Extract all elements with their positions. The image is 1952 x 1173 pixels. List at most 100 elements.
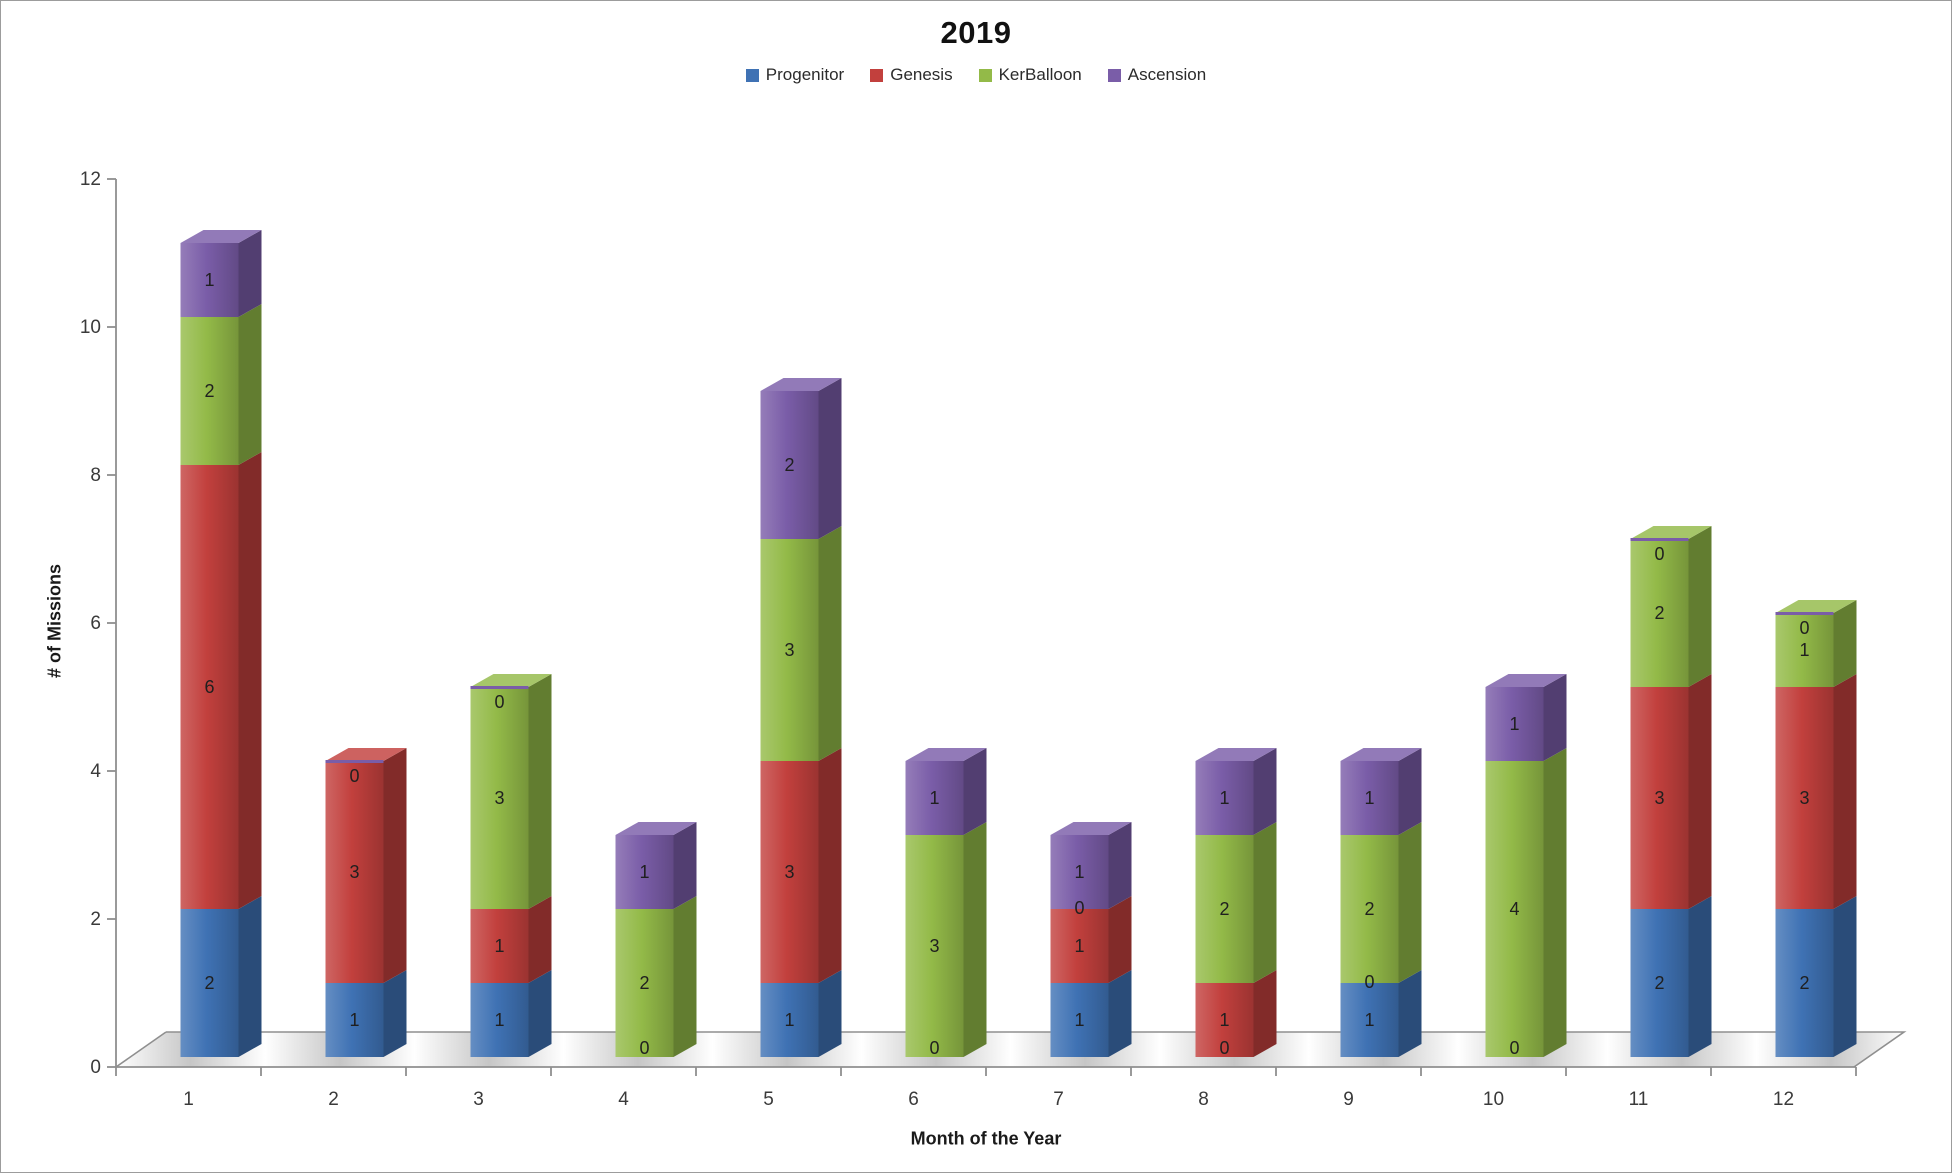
y-tick-label: 12 (80, 169, 101, 190)
bar-segment-genesis (1775, 687, 1834, 909)
data-label: 1 (1219, 788, 1229, 808)
bar-segment-kerballoon (1340, 835, 1399, 983)
bar-segment-side-genesis (383, 748, 407, 983)
bar-zero-sliver (1775, 612, 1834, 615)
bar-segment-genesis (180, 465, 239, 909)
bar-top-face (1195, 748, 1277, 761)
bar-top-face (1630, 526, 1712, 539)
bar-top-face (1050, 822, 1132, 835)
data-label: 1 (494, 936, 504, 956)
bar-segment-genesis (325, 761, 384, 983)
legend-swatch-icon (870, 68, 884, 82)
bar-segment-ascension (1195, 761, 1254, 835)
data-label: 2 (1654, 973, 1664, 993)
bar-month-8: 0 1 2 1 (1195, 748, 1277, 1058)
bar-month-5: 1 3 3 2 (760, 378, 842, 1057)
bar-segment-side-ascension (963, 748, 987, 835)
bar-segment-side-progenitor (1688, 896, 1712, 1057)
bar-segment-side-ascension (1398, 748, 1422, 835)
bar-month-1: 2 6 2 1 (180, 230, 262, 1057)
data-label: 1 (639, 862, 649, 882)
bar-segment-ascension (1050, 835, 1109, 909)
bar-month-2: 1 3 0 (325, 748, 407, 1057)
legend-item-genesis: Genesis (870, 65, 953, 85)
bar-segment-progenitor (470, 983, 529, 1057)
bar-top-face (470, 674, 552, 687)
bar-segment-side-kerballoon (673, 896, 697, 1057)
legend-swatch-icon (745, 68, 759, 82)
bar-segment-side-genesis (1833, 674, 1857, 909)
data-label: 1 (494, 1010, 504, 1030)
bar-segment-kerballoon (905, 835, 964, 1057)
bar-month-10: 0 4 1 (1485, 674, 1567, 1058)
bar-segment-side-kerballoon (1543, 748, 1567, 1057)
bar-segment-side-progenitor (1108, 970, 1132, 1057)
data-label-zero: 0 (1509, 1038, 1519, 1058)
data-label: 1 (1799, 640, 1809, 660)
legend-item-kerballoon: KerBalloon (978, 65, 1082, 85)
data-label: 1 (1364, 788, 1374, 808)
bar-month-11: 2 3 2 0 (1630, 526, 1712, 1057)
bar-segment-side-genesis (818, 748, 842, 983)
data-label: 6 (204, 677, 214, 697)
data-label: 3 (1654, 788, 1664, 808)
bar-segment-side-kerballoon (1398, 822, 1422, 983)
data-label-zero: 0 (1219, 1038, 1229, 1058)
bar-segment-side-ascension (238, 230, 262, 317)
data-label: 1 (1364, 1010, 1374, 1030)
floor-edge-left (115, 1031, 167, 1068)
bar-segment-ascension (905, 761, 964, 835)
y-tick-label: 4 (90, 761, 101, 782)
bar-zero-sliver (1630, 538, 1689, 541)
x-tick-label: 5 (763, 1089, 774, 1110)
data-label-zero: 0 (1364, 972, 1374, 992)
chart-title: 2019 (940, 15, 1012, 50)
data-label: 1 (784, 1010, 794, 1030)
bar-segment-side-progenitor (818, 970, 842, 1057)
data-label: 2 (204, 381, 214, 401)
data-label: 1 (1074, 1010, 1084, 1030)
data-label: 1 (1509, 714, 1519, 734)
data-label: 2 (639, 973, 649, 993)
legend-item-ascension: Ascension (1107, 65, 1206, 85)
data-label: 1 (349, 1010, 359, 1030)
bar-month-3: 1 1 3 0 (470, 674, 552, 1057)
data-label: 2 (1219, 899, 1229, 919)
x-tick-label: 11 (1629, 1089, 1649, 1110)
bar-zero-sliver (325, 760, 384, 763)
bar-top-face (1485, 674, 1567, 687)
data-label: 2 (1364, 899, 1374, 919)
bar-segment-genesis (470, 909, 529, 983)
bar-segment-kerballoon (1775, 613, 1834, 687)
bar-month-4: 0 2 1 (615, 822, 697, 1058)
bar-top-face (1775, 600, 1857, 613)
bar-segment-side-ascension (1108, 822, 1132, 909)
bar-top-face (905, 748, 987, 761)
data-label: 4 (1509, 899, 1519, 919)
chart-floor (116, 1032, 1904, 1067)
data-label-zero: 0 (349, 766, 359, 786)
legend: Progenitor Genesis KerBalloon Ascension (1, 65, 1951, 85)
bar-segment-progenitor (325, 983, 384, 1057)
x-tick-label: 6 (908, 1089, 919, 1110)
bar-segment-side-ascension (1253, 748, 1277, 835)
bar-segment-side-progenitor (383, 970, 407, 1057)
data-label-zero: 0 (1654, 544, 1664, 564)
data-label-zero: 0 (929, 1038, 939, 1058)
bar-segment-ascension (180, 243, 239, 317)
data-label: 1 (929, 788, 939, 808)
bar-segment-genesis (1630, 687, 1689, 909)
bar-top-face (180, 230, 262, 243)
bar-month-12: 2 3 10 (1775, 600, 1857, 1057)
bar-month-6: 0 3 1 (905, 748, 987, 1058)
data-label: 3 (784, 640, 794, 660)
bar-month-9: 1 0 2 1 (1340, 748, 1422, 1057)
y-tick-label: 6 (90, 613, 101, 634)
floor-edge (166, 1031, 1907, 1068)
bar-segment-progenitor (1050, 983, 1109, 1057)
bar-segment-kerballoon (760, 539, 819, 761)
legend-swatch-icon (1107, 68, 1121, 82)
data-label-zero: 0 (1074, 898, 1084, 918)
bar-segment-ascension (615, 835, 674, 909)
